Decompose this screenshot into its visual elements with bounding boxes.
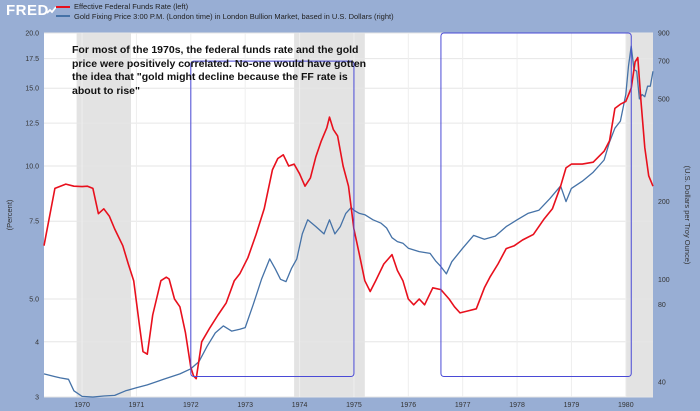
right-tick-label: 100 (658, 277, 670, 284)
right-tick-label: 900 (658, 31, 670, 38)
x-tick-label: 1976 (401, 402, 417, 409)
x-tick-label: 1979 (564, 402, 580, 409)
x-tick-label: 1971 (129, 402, 145, 409)
x-tick-label: 1977 (455, 402, 471, 409)
legend-label-gold: Gold Fixing Price 3:00 P.M. (London time… (74, 11, 394, 21)
left-tick-label: 17.5 (25, 56, 39, 63)
legend-swatch-ff (56, 5, 70, 8)
chart-annotation: For most of the 1970s, the federal funds… (72, 44, 367, 97)
legend-swatch-gold (56, 15, 70, 18)
left-tick-label: 4 (35, 339, 39, 346)
legend-label-ff: Effective Federal Funds Rate (left) (74, 2, 189, 11)
chart-line-icon (47, 6, 57, 14)
gold-price-line (43, 45, 654, 398)
left-tick-label: 7.5 (29, 219, 39, 226)
right-axis-title: (U.S. Dollars per Troy Ounce) (683, 166, 692, 265)
right-tick-label: 200 (658, 199, 670, 206)
x-tick-label: 1975 (346, 402, 362, 409)
highlight-box-1 (440, 32, 632, 378)
x-tick-label: 1970 (74, 402, 90, 409)
left-tick-label: 5.0 (29, 296, 39, 303)
left-axis-title: (Percent) (5, 199, 14, 230)
right-tick-label: 700 (658, 59, 670, 66)
right-tick-label: 80 (658, 302, 666, 309)
fed-funds-line (43, 56, 654, 380)
x-tick-label: 1974 (292, 402, 308, 409)
x-tick-label: 1973 (237, 402, 253, 409)
left-tick-label: 20.0 (25, 31, 39, 38)
fred-logo[interactable]: FRED (6, 2, 49, 19)
left-tick-label: 10.0 (25, 163, 39, 170)
x-tick-label: 1978 (509, 402, 525, 409)
legend-item-ff[interactable]: Effective Federal Funds Rate (left) (56, 2, 394, 12)
highlight-box-0 (190, 60, 355, 378)
left-tick-label: 12.5 (25, 121, 39, 128)
legend: Effective Federal Funds Rate (left) Gold… (56, 2, 394, 21)
x-tick-label: 1972 (183, 402, 199, 409)
recession-band-1 (294, 33, 365, 397)
legend-item-gold[interactable]: Gold Fixing Price 3:00 P.M. (London time… (56, 12, 394, 22)
right-tick-label: 40 (658, 380, 666, 387)
left-tick-label: 15.0 (25, 86, 39, 93)
x-tick-label: 1980 (618, 402, 634, 409)
right-tick-label: 500 (658, 96, 670, 103)
left-tick-label: 3 (35, 395, 39, 402)
recession-band-0 (76, 33, 131, 397)
